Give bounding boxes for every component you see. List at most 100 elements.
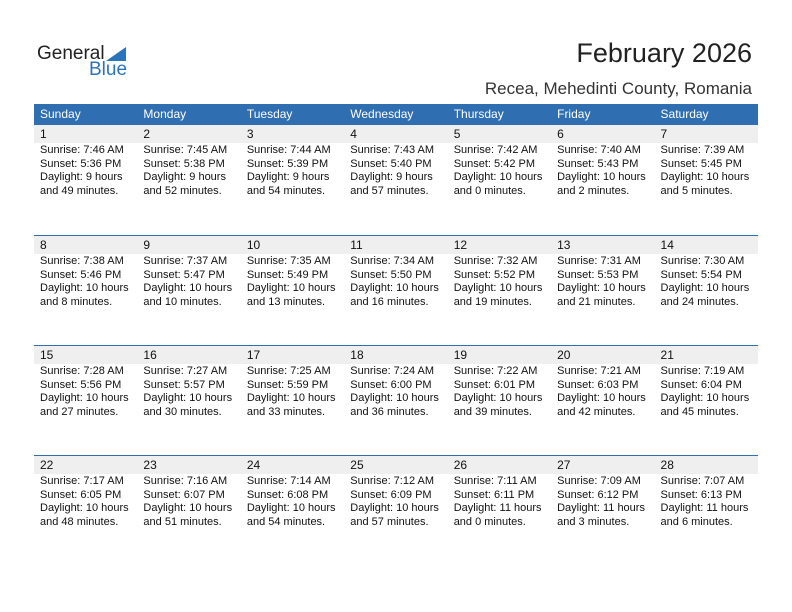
day-cell: Sunrise: 7:32 AM Sunset: 5:52 PM Daylight:…	[448, 254, 551, 309]
sunset: Sunset: 6:05 PM	[40, 488, 122, 501]
sunset: Sunset: 5:59 PM	[246, 378, 329, 391]
sunrise: Sunrise: 7:40 AM	[557, 144, 641, 156]
day-number: 5	[453, 127, 461, 141]
sunrise: Sunrise: 7:44 AM	[246, 144, 331, 156]
weekday-header: Sunday Monday Tuesday Wednesday Thursday Frid…	[34, 104, 758, 125]
sunrise: Sunrise: 7:24 AM	[350, 365, 435, 377]
day-cell: Sunrise: 7:25 AM Sunset: 5:59 PM Daylight:…	[241, 364, 344, 419]
sunset: Sunset: 6:08 PM	[246, 488, 329, 501]
day-number: 12	[453, 238, 468, 252]
sunset: Sunset: 6:00 PM	[350, 378, 432, 391]
weekday-friday: Friday	[557, 107, 591, 121]
daylight: Daylight: 10 hours	[143, 392, 233, 404]
day-number: 10	[246, 238, 261, 252]
sunrise: Sunrise: 7:39 AM	[660, 144, 745, 156]
sunset: Sunset: 5:50 PM	[350, 268, 432, 281]
info-row: Sunrise: 7:17 AM Sunset: 6:05 PM Daylight:…	[34, 474, 758, 529]
weekday-monday: Monday	[143, 107, 187, 121]
sunrise: Sunrise: 7:19 AM	[660, 365, 745, 377]
daylight: Daylight: 10 hours	[350, 282, 439, 294]
date-row: 22 23 24 25 26 27 28	[34, 456, 758, 474]
day-number: 15	[40, 348, 54, 362]
daylight-minutes: and 36 minutes.	[350, 405, 429, 418]
daylight-minutes: and 10 minutes.	[143, 295, 222, 308]
daylight-minutes: and 54 minutes.	[246, 515, 326, 528]
location: Recea, Mehedinti County, Romania	[484, 79, 752, 98]
daylight: Daylight: 10 hours	[557, 392, 646, 404]
day-number: 9	[143, 238, 151, 252]
sunrise: Sunrise: 7:28 AM	[40, 365, 124, 377]
day-number: 24	[246, 458, 261, 472]
sunset: Sunset: 6:13 PM	[660, 488, 742, 501]
sunrise: Sunrise: 7:09 AM	[557, 475, 641, 487]
day-number: 7	[660, 127, 668, 141]
sunset: Sunset: 6:09 PM	[350, 488, 432, 501]
day-cell: Sunrise: 7:46 AM Sunset: 5:36 PM Daylight:…	[34, 143, 137, 198]
day-number: 18	[350, 348, 364, 362]
weekday-thursday: Thursday	[453, 107, 504, 121]
daylight: Daylight: 10 hours	[660, 282, 750, 294]
daylight: Daylight: 11 hours	[557, 502, 645, 514]
daylight-minutes: and 30 minutes.	[143, 405, 222, 418]
sunrise: Sunrise: 7:46 AM	[40, 144, 124, 156]
day-number: 8	[40, 238, 47, 252]
sunset: Sunset: 5:53 PM	[557, 268, 639, 281]
sunrise: Sunrise: 7:32 AM	[453, 255, 538, 267]
week-row: 1 2 3 4 5 6 7 Sunrise: 7:46 AM Sunset: 5:36 PM Da…	[34, 125, 758, 235]
sunset: Sunset: 6:12 PM	[557, 488, 639, 501]
day-number: 11	[350, 238, 363, 252]
weekday-saturday: Saturday	[660, 107, 709, 121]
day-cell: Sunrise: 7:30 AM Sunset: 5:54 PM Daylight:…	[655, 254, 758, 309]
daylight-minutes: and 6 minutes.	[660, 515, 733, 528]
day-number: 6	[557, 127, 564, 141]
sunset: Sunset: 5:40 PM	[350, 157, 432, 170]
daylight-minutes: and 3 minutes.	[557, 515, 630, 528]
sunset: Sunset: 5:42 PM	[453, 157, 536, 170]
day-cell: Sunrise: 7:38 AM Sunset: 5:46 PM Daylight:…	[34, 254, 137, 309]
info-row: Sunrise: 7:28 AM Sunset: 5:56 PM Daylight:…	[34, 364, 758, 419]
daylight-minutes: and 21 minutes.	[557, 295, 636, 308]
sunrise: Sunrise: 7:34 AM	[350, 255, 435, 267]
date-row: 1 2 3 4 5 6 7	[34, 125, 758, 143]
daylight: Daylight: 10 hours	[557, 282, 646, 294]
daylight-minutes: and 57 minutes.	[350, 184, 429, 197]
daylight-minutes: and 27 minutes.	[40, 405, 119, 418]
daylight-minutes: and 13 minutes.	[246, 295, 326, 308]
page-title: February 2026	[576, 38, 752, 68]
day-cell: Sunrise: 7:09 AM Sunset: 6:12 PM Daylight:…	[551, 474, 654, 529]
day-number: 27	[557, 458, 571, 472]
daylight: Daylight: 9 hours	[143, 171, 226, 183]
week-row: 8 9 10 11 12 13 14 Sunrise: 7:38 AM Sunset: 5:46…	[34, 235, 758, 345]
daylight-minutes: and 52 minutes.	[143, 184, 222, 197]
sunset: Sunset: 5:38 PM	[143, 157, 225, 170]
day-cell: Sunrise: 7:34 AM Sunset: 5:50 PM Daylight:…	[344, 254, 447, 309]
day-cell: Sunrise: 7:12 AM Sunset: 6:09 PM Daylight:…	[344, 474, 447, 529]
day-cell: Sunrise: 7:45 AM Sunset: 5:38 PM Daylight:…	[137, 143, 240, 198]
day-cell: Sunrise: 7:31 AM Sunset: 5:53 PM Daylight:…	[551, 254, 654, 309]
daylight-minutes: and 45 minutes.	[660, 405, 739, 418]
day-number: 1	[40, 127, 47, 141]
day-number: 25	[350, 458, 364, 472]
day-cell: Sunrise: 7:28 AM Sunset: 5:56 PM Daylight:…	[34, 364, 137, 419]
day-number: 13	[557, 238, 571, 252]
day-cell: Sunrise: 7:40 AM Sunset: 5:43 PM Daylight:…	[551, 143, 654, 198]
daylight: Daylight: 10 hours	[143, 502, 233, 514]
daylight-minutes: and 0 minutes.	[453, 515, 526, 528]
daylight-minutes: and 48 minutes.	[40, 515, 119, 528]
weekday-wednesday: Wednesday	[350, 107, 414, 121]
logo: General Blue	[37, 43, 137, 83]
day-cell: Sunrise: 7:14 AM Sunset: 6:08 PM Daylight:…	[241, 474, 344, 529]
daylight: Daylight: 10 hours	[660, 392, 750, 404]
sunset: Sunset: 5:46 PM	[40, 268, 122, 281]
daylight-minutes: and 5 minutes.	[660, 184, 733, 197]
daylight-minutes: and 57 minutes.	[350, 515, 429, 528]
day-cell: Sunrise: 7:27 AM Sunset: 5:57 PM Daylight:…	[137, 364, 240, 419]
daylight-minutes: and 39 minutes.	[453, 405, 532, 418]
sunrise: Sunrise: 7:35 AM	[246, 255, 331, 267]
day-number: 14	[660, 238, 674, 252]
daylight: Daylight: 10 hours	[453, 171, 543, 183]
date-row: 15 16 17 18 19 20 21	[34, 346, 758, 364]
day-cell: Sunrise: 7:35 AM Sunset: 5:49 PM Daylight:…	[241, 254, 344, 309]
sunset: Sunset: 5:36 PM	[40, 157, 122, 170]
day-cell: Sunrise: 7:39 AM Sunset: 5:45 PM Daylight:…	[655, 143, 758, 198]
